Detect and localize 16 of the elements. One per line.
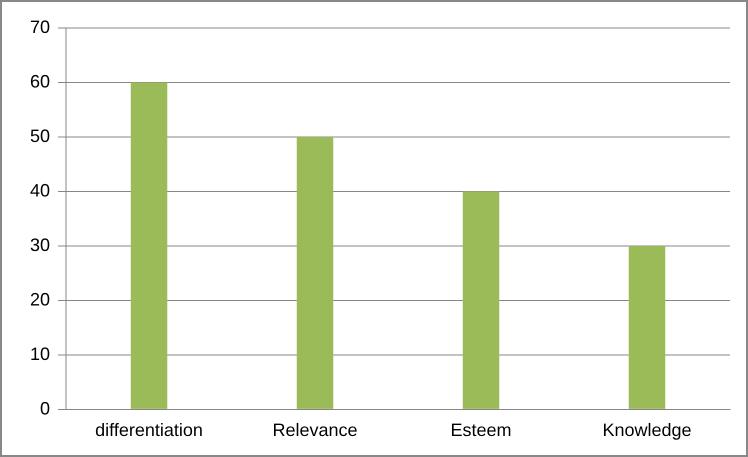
x-tick-label: Esteem xyxy=(450,420,512,440)
y-tick-label: 60 xyxy=(30,71,50,92)
y-tick-label: 40 xyxy=(30,180,50,200)
y-tick-label: 70 xyxy=(30,16,50,37)
x-tick-label: Relevance xyxy=(272,420,358,440)
bar xyxy=(130,82,168,409)
bar xyxy=(462,191,500,409)
x-tick-label: differentiation xyxy=(95,420,203,440)
y-tick-label: 0 xyxy=(40,398,50,418)
y-tick-label: 30 xyxy=(30,234,50,255)
y-tick-label: 50 xyxy=(30,126,50,146)
x-tick-label: Knowledge xyxy=(602,420,692,440)
bar xyxy=(628,246,666,409)
y-tick-label: 10 xyxy=(30,344,50,364)
bar xyxy=(296,136,334,409)
y-tick-label: 20 xyxy=(30,289,50,310)
